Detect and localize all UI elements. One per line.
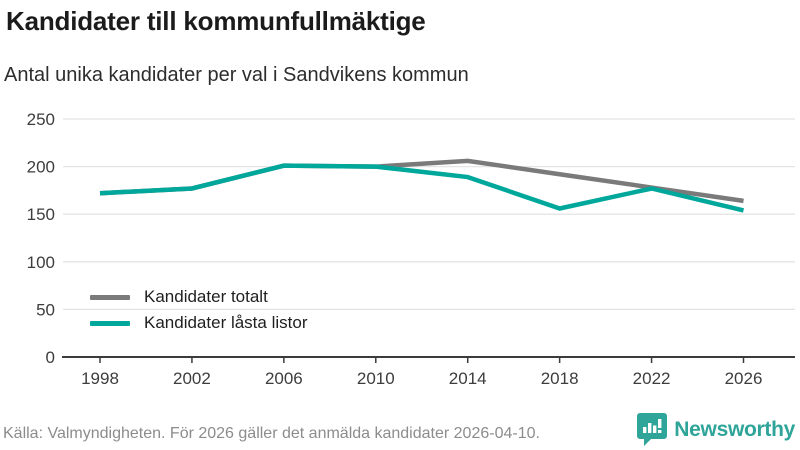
- x-axis-tick-label: 2026: [725, 369, 763, 388]
- x-axis-tick-label: 2010: [357, 369, 395, 388]
- y-axis-tick-label: 0: [46, 348, 55, 367]
- legend-item-total: Kandidater totalt: [90, 287, 307, 306]
- legend-swatch-locked-lists: [90, 320, 130, 326]
- newsworthy-logo[interactable]: Newsworthy: [637, 413, 795, 446]
- legend-item-locked-lists: Kandidater låsta listor: [90, 313, 308, 332]
- source-note: Källa: Valmyndigheten. För 2026 gäller d…: [3, 425, 540, 442]
- legend-label-total: Kandidater totalt: [144, 287, 268, 306]
- y-axis-tick-label: 250: [27, 110, 55, 129]
- legend-swatch-total: [90, 294, 130, 300]
- x-axis-tick-label: 2014: [449, 369, 487, 388]
- bar-chart-speech-bubble-icon: [637, 413, 668, 446]
- newsworthy-wordmark: Newsworthy: [674, 417, 795, 441]
- series-line-1: [99, 163, 745, 213]
- y-axis-tick-label: 200: [27, 158, 55, 177]
- page-title: Kandidater till kommunfullmäktige: [6, 6, 426, 36]
- y-axis-tick-label: 50: [36, 300, 55, 319]
- chart-subtitle: Antal unika kandidater per val i Sandvik…: [4, 64, 469, 86]
- x-axis-tick-label: 1998: [81, 369, 119, 388]
- legend-label-locked-lists: Kandidater låsta listor: [144, 313, 308, 332]
- x-axis-tick-label: 2006: [265, 369, 303, 388]
- x-axis-tick-label: 2022: [633, 369, 671, 388]
- x-axis-tick-label: 2018: [541, 369, 579, 388]
- y-axis-tick-label: 150: [27, 205, 55, 224]
- y-axis-tick-label: 100: [27, 253, 55, 272]
- x-axis-tick-label: 2002: [173, 369, 211, 388]
- chart-legend: Kandidater totalt Kandidater låsta listo…: [90, 287, 308, 332]
